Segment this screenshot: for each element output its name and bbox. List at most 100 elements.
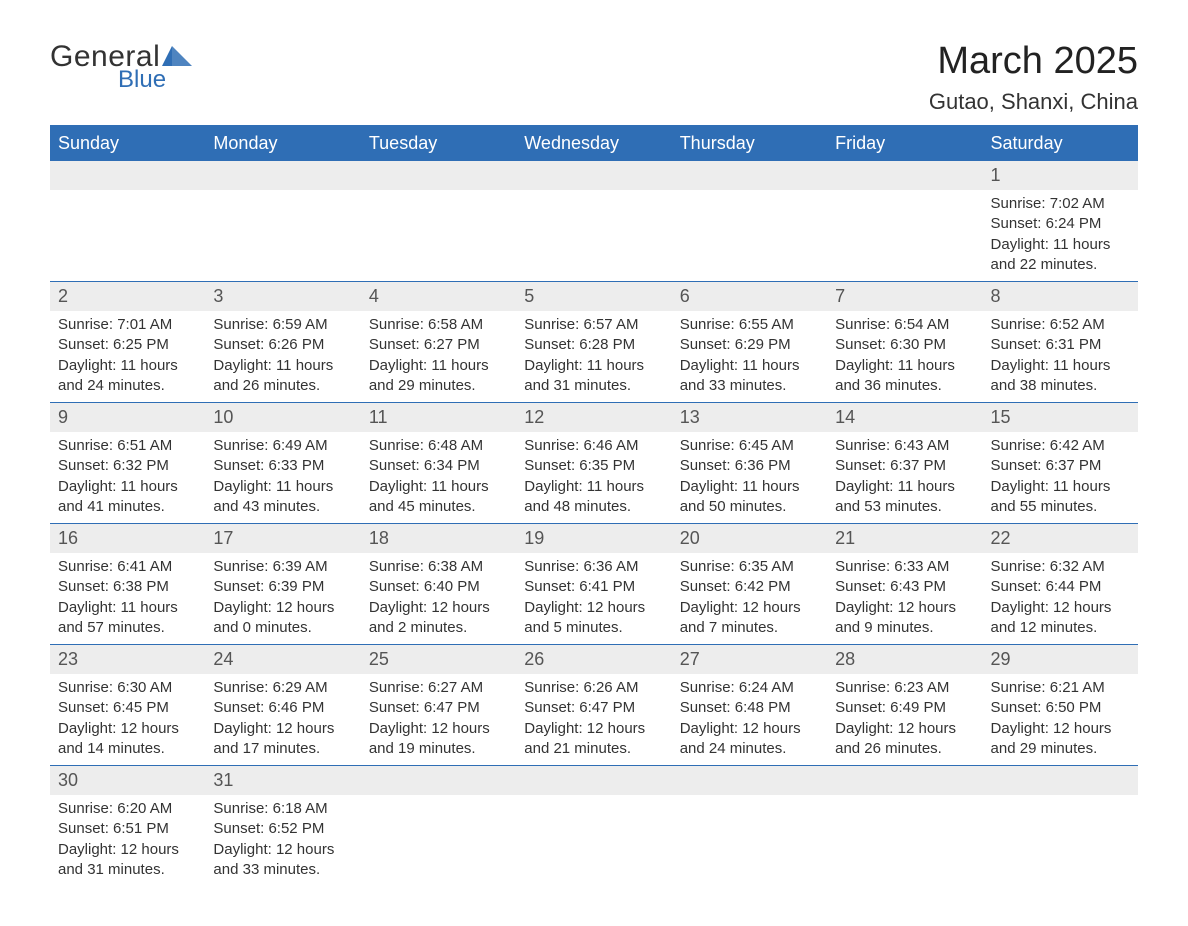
daylight-line-1: Daylight: 12 hours — [835, 598, 974, 618]
daylight-line-2: and 36 minutes. — [835, 376, 974, 396]
day-detail-cell: Sunrise: 7:01 AMSunset: 6:25 PMDaylight:… — [50, 311, 205, 403]
sunrise-line: Sunrise: 6:33 AM — [835, 557, 974, 577]
daylight-line-2: and 57 minutes. — [58, 618, 197, 638]
sunrise-line: Sunrise: 6:51 AM — [58, 436, 197, 456]
daylight-line-1: Daylight: 12 hours — [991, 719, 1130, 739]
sunrise-line: Sunrise: 6:18 AM — [213, 799, 352, 819]
daylight-line-2: and 31 minutes. — [524, 376, 663, 396]
day-detail-cell: Sunrise: 6:32 AMSunset: 6:44 PMDaylight:… — [983, 553, 1138, 645]
day-detail-cell: Sunrise: 6:55 AMSunset: 6:29 PMDaylight:… — [672, 311, 827, 403]
sunset-line: Sunset: 6:39 PM — [213, 577, 352, 597]
day-number-cell — [205, 161, 360, 191]
day-number-cell — [50, 161, 205, 191]
sunrise-line: Sunrise: 6:21 AM — [991, 678, 1130, 698]
daylight-line-2: and 55 minutes. — [991, 497, 1130, 517]
daynum-row: 2345678 — [50, 282, 1138, 312]
daylight-line-1: Daylight: 12 hours — [369, 719, 508, 739]
day-detail-cell: Sunrise: 6:29 AMSunset: 6:46 PMDaylight:… — [205, 674, 360, 766]
day-number-cell: 27 — [672, 645, 827, 675]
weekday-header: Saturday — [983, 126, 1138, 161]
sunset-line: Sunset: 6:32 PM — [58, 456, 197, 476]
day-detail-cell: Sunrise: 6:36 AMSunset: 6:41 PMDaylight:… — [516, 553, 671, 645]
sunset-line: Sunset: 6:46 PM — [213, 698, 352, 718]
daynum-row: 16171819202122 — [50, 524, 1138, 554]
logo-text-bottom: Blue — [118, 66, 166, 94]
day-number-cell: 7 — [827, 282, 982, 312]
day-detail-cell: Sunrise: 6:58 AMSunset: 6:27 PMDaylight:… — [361, 311, 516, 403]
day-detail-cell: Sunrise: 6:51 AMSunset: 6:32 PMDaylight:… — [50, 432, 205, 524]
sunrise-line: Sunrise: 6:55 AM — [680, 315, 819, 335]
day-number-cell: 8 — [983, 282, 1138, 312]
day-detail-cell: Sunrise: 6:57 AMSunset: 6:28 PMDaylight:… — [516, 311, 671, 403]
day-detail-cell: Sunrise: 6:30 AMSunset: 6:45 PMDaylight:… — [50, 674, 205, 766]
daylight-line-2: and 0 minutes. — [213, 618, 352, 638]
daylight-line-2: and 53 minutes. — [835, 497, 974, 517]
day-number-cell: 21 — [827, 524, 982, 554]
sunset-line: Sunset: 6:50 PM — [991, 698, 1130, 718]
day-number-cell: 19 — [516, 524, 671, 554]
weekday-header: Wednesday — [516, 126, 671, 161]
daylight-line-1: Daylight: 12 hours — [835, 719, 974, 739]
day-detail-cell: Sunrise: 6:52 AMSunset: 6:31 PMDaylight:… — [983, 311, 1138, 403]
detail-row: Sunrise: 6:51 AMSunset: 6:32 PM Daylight:… — [50, 432, 1138, 524]
day-detail-cell — [361, 795, 516, 886]
daylight-line-1: Daylight: 12 hours — [213, 840, 352, 860]
day-number-cell — [672, 766, 827, 796]
daylight-line-2: and 29 minutes. — [369, 376, 508, 396]
sunset-line: Sunset: 6:37 PM — [835, 456, 974, 476]
daylight-line-2: and 48 minutes. — [524, 497, 663, 517]
sunset-line: Sunset: 6:45 PM — [58, 698, 197, 718]
calendar-table: Sunday Monday Tuesday Wednesday Thursday… — [50, 125, 1138, 886]
day-detail-cell: Sunrise: 6:23 AMSunset: 6:49 PMDaylight:… — [827, 674, 982, 766]
sunrise-line: Sunrise: 6:20 AM — [58, 799, 197, 819]
daylight-line-1: Daylight: 11 hours — [680, 477, 819, 497]
sunrise-line: Sunrise: 6:43 AM — [835, 436, 974, 456]
day-detail-cell: Sunrise: 6:38 AMSunset: 6:40 PMDaylight:… — [361, 553, 516, 645]
sunrise-line: Sunrise: 6:27 AM — [369, 678, 508, 698]
day-number-cell — [672, 161, 827, 191]
daylight-line-2: and 17 minutes. — [213, 739, 352, 759]
daylight-line-2: and 5 minutes. — [524, 618, 663, 638]
sunset-line: Sunset: 6:40 PM — [369, 577, 508, 597]
day-number-cell: 22 — [983, 524, 1138, 554]
day-detail-cell — [516, 795, 671, 886]
daylight-line-1: Daylight: 11 hours — [369, 356, 508, 376]
sunset-line: Sunset: 6:41 PM — [524, 577, 663, 597]
day-detail-cell: Sunrise: 6:41 AMSunset: 6:38 PMDaylight:… — [50, 553, 205, 645]
day-detail-cell: Sunrise: 6:39 AMSunset: 6:39 PMDaylight:… — [205, 553, 360, 645]
daylight-line-2: and 26 minutes. — [213, 376, 352, 396]
day-number-cell: 2 — [50, 282, 205, 312]
day-number-cell — [516, 161, 671, 191]
daylight-line-1: Daylight: 12 hours — [680, 598, 819, 618]
detail-row: Sunrise: 6:20 AMSunset: 6:51 PMDaylight:… — [50, 795, 1138, 886]
day-detail-cell — [827, 190, 982, 282]
day-number-cell: 18 — [361, 524, 516, 554]
daylight-line-1: Daylight: 11 hours — [524, 356, 663, 376]
daylight-line-1: Daylight: 11 hours — [680, 356, 819, 376]
day-number-cell: 4 — [361, 282, 516, 312]
day-detail-cell — [516, 190, 671, 282]
daylight-line-1: Daylight: 11 hours — [58, 598, 197, 618]
sunset-line: Sunset: 6:33 PM — [213, 456, 352, 476]
day-number-cell — [983, 766, 1138, 796]
daylight-line-1: Daylight: 12 hours — [991, 598, 1130, 618]
day-detail-cell: Sunrise: 6:24 AMSunset: 6:48 PMDaylight:… — [672, 674, 827, 766]
weekday-header: Monday — [205, 126, 360, 161]
sunrise-line: Sunrise: 6:38 AM — [369, 557, 508, 577]
daylight-line-2: and 43 minutes. — [213, 497, 352, 517]
day-number-cell: 13 — [672, 403, 827, 433]
day-number-cell — [361, 766, 516, 796]
weekday-header: Sunday — [50, 126, 205, 161]
sunset-line: Sunset: 6:49 PM — [835, 698, 974, 718]
day-detail-cell: Sunrise: 6:33 AMSunset: 6:43 PMDaylight:… — [827, 553, 982, 645]
sunset-line: Sunset: 6:37 PM — [991, 456, 1130, 476]
daylight-line-1: Daylight: 12 hours — [680, 719, 819, 739]
sunset-line: Sunset: 6:30 PM — [835, 335, 974, 355]
day-detail-cell — [983, 795, 1138, 886]
daylight-line-2: and 24 minutes. — [680, 739, 819, 759]
brand-logo: General Blue — [50, 40, 192, 94]
daylight-line-2: and 31 minutes. — [58, 860, 197, 880]
day-detail-cell: Sunrise: 6:43 AMSunset: 6:37 PMDaylight:… — [827, 432, 982, 524]
weekday-header: Friday — [827, 126, 982, 161]
sunrise-line: Sunrise: 6:58 AM — [369, 315, 508, 335]
